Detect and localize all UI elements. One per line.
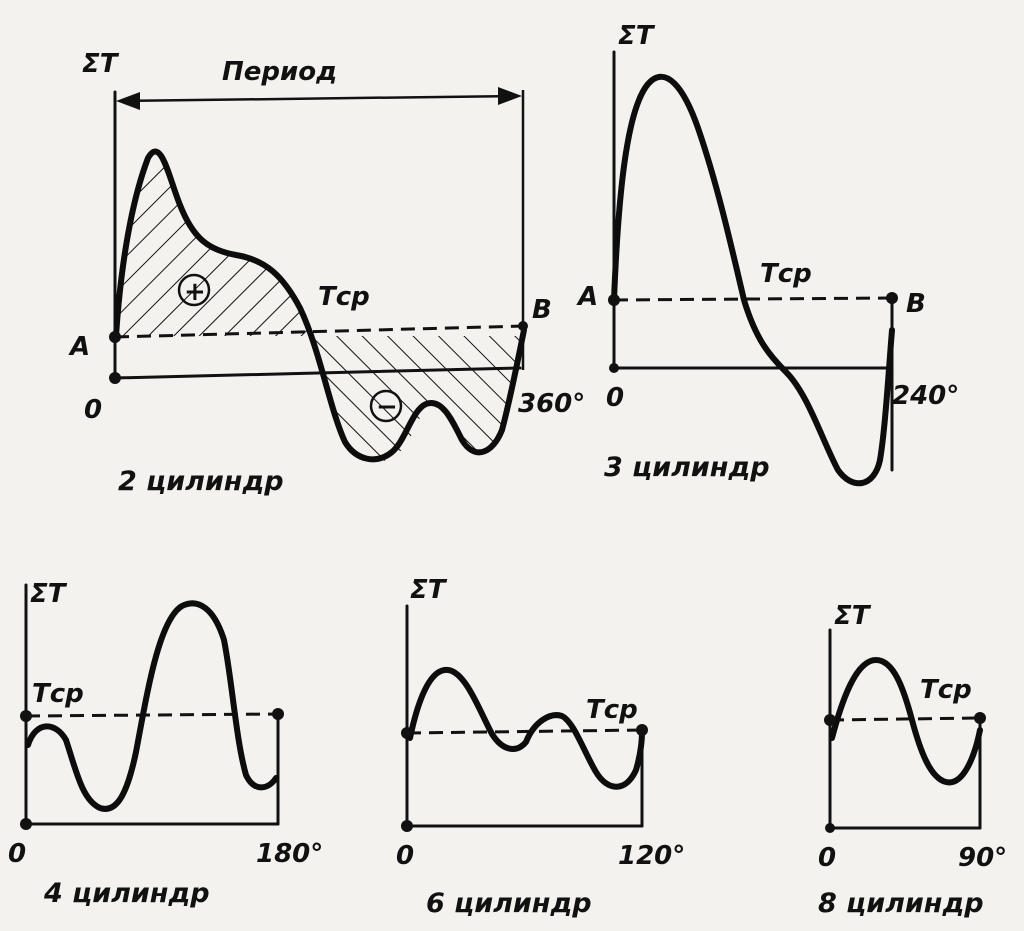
torque-curve [25, 600, 279, 812]
plus-sign: + [184, 277, 206, 307]
torque-curve [611, 74, 895, 487]
caption-8-cylinder: 8 цилиндр [818, 888, 984, 919]
caption-6-cylinder: 6 цилиндр [426, 888, 592, 919]
origin-label: 0 [606, 383, 624, 413]
torque-curve [829, 657, 983, 786]
arrow-left-head [116, 92, 140, 110]
panel-4-cylinder: ΣT Tср 0 180° 4 цилиндр [8, 579, 323, 909]
end-label: 240° [892, 381, 959, 411]
mean-line [114, 324, 525, 339]
origin-label: 0 [8, 839, 26, 869]
mean-line [829, 716, 981, 722]
point-a-dot [109, 331, 121, 343]
caption-3-cylinder: 3 цилиндр [604, 452, 770, 483]
origin-dot [609, 363, 619, 373]
mean-label: Tср [586, 695, 638, 725]
mean-line [25, 712, 279, 718]
end-label: 180° [256, 839, 323, 869]
origin-dot [401, 820, 413, 832]
point-b-dot [518, 321, 528, 331]
point-a-label: A [576, 282, 598, 312]
sum-label: ΣT [30, 579, 68, 609]
mean-label: Tср [32, 679, 84, 709]
sum-label: ΣT [82, 49, 120, 79]
period-arrow [121, 94, 515, 103]
mean-end-dot [272, 708, 284, 720]
mean-line [613, 296, 893, 302]
mean-start-dot [824, 714, 836, 726]
point-a-label: A [68, 332, 90, 362]
origin-label: 0 [396, 841, 414, 871]
positive-area [116, 151, 330, 336]
mean-label: Tср [920, 675, 972, 705]
panel-2-cylinder: + − ΣT Период Tср A B 0 360° 2 цилиндр [68, 49, 585, 497]
sum-label: ΣT [618, 21, 656, 51]
origin-dot [825, 823, 835, 833]
baseline [113, 366, 522, 380]
mean-end-dot [636, 724, 648, 736]
arrow-right-head [498, 87, 522, 105]
torque-curve [407, 667, 645, 790]
mean-line [406, 728, 643, 735]
origin-label: 0 [84, 395, 102, 425]
mean-start-dot [401, 727, 413, 739]
panel-8-cylinder: ΣT Tср 0 90° 8 цилиндр [818, 601, 1007, 919]
period-label: Период [222, 57, 337, 87]
mean-end-dot [974, 712, 986, 724]
end-label: 360° [518, 389, 585, 419]
origin-dot [109, 372, 121, 384]
origin-label: 0 [818, 843, 836, 873]
torque-curve [113, 148, 527, 463]
end-label: 120° [618, 841, 685, 871]
plus-circle [177, 273, 211, 307]
point-b-label: B [906, 289, 926, 319]
point-b-dot [886, 292, 898, 304]
minus-sign: − [376, 392, 398, 422]
point-b-label: B [532, 295, 552, 325]
mean-label: Tср [318, 282, 370, 312]
mean-label: Tср [760, 259, 812, 289]
end-label: 90° [958, 843, 1007, 873]
sum-label: ΣT [410, 575, 448, 605]
point-a-dot [608, 294, 620, 306]
mean-start-dot [20, 710, 32, 722]
panel-3-cylinder: ΣT Tср A B 0 240° 3 цилиндр [576, 21, 959, 487]
minus-circle [369, 389, 403, 423]
negative-area [286, 336, 524, 462]
sum-label: ΣT [834, 601, 872, 631]
origin-dot [20, 818, 32, 830]
panel-6-cylinder: ΣT Tср 0 120° 6 цилиндр [396, 575, 685, 919]
caption-2-cylinder: 2 цилиндр [118, 466, 284, 497]
caption-4-cylinder: 4 цилиндр [43, 878, 210, 909]
